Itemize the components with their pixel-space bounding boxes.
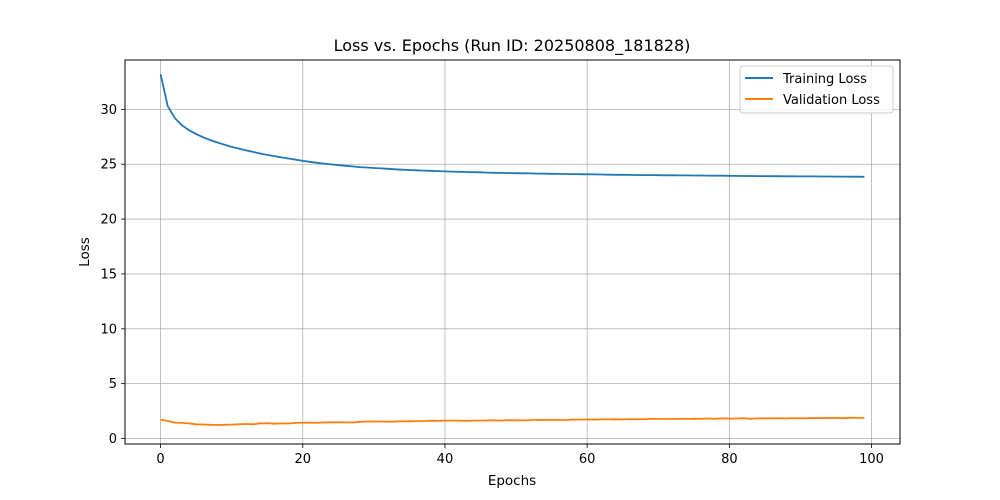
series-line-training-loss: [159, 74, 865, 178]
chart-title: Loss vs. Epochs (Run ID: 20250808_181828…: [334, 36, 691, 56]
series-layer: [159, 74, 865, 426]
y-axis-title: Loss: [77, 237, 93, 267]
x-tick-label: 60: [579, 452, 596, 467]
ticks: 0 20 40 60 80 100 0 5 10 15 20 25 30: [100, 103, 884, 467]
plot-frame: [124, 59, 901, 445]
x-tick-label: 100: [859, 452, 884, 467]
legend: Training Loss Validation Loss: [739, 65, 894, 114]
series-line-validation-loss: [160, 416, 865, 426]
legend-box: [739, 65, 894, 114]
y-tick-label: 5: [109, 377, 117, 392]
x-axis-title: Epochs: [488, 473, 536, 489]
y-tick-label: 0: [109, 432, 117, 447]
y-tick-label: 15: [100, 267, 117, 282]
legend-label-training: Training Loss: [782, 72, 867, 87]
x-tick-label: 40: [437, 452, 454, 467]
x-tick-label: 20: [294, 452, 311, 467]
legend-label-validation: Validation Loss: [783, 93, 880, 108]
grid: [125, 60, 900, 444]
y-tick-label: 30: [100, 103, 117, 118]
y-tick-label: 25: [100, 158, 117, 173]
x-tick-label: 80: [721, 452, 738, 467]
y-tick-label: 20: [100, 213, 117, 228]
y-tick-label: 10: [100, 322, 117, 337]
x-tick-label: 0: [156, 452, 164, 467]
